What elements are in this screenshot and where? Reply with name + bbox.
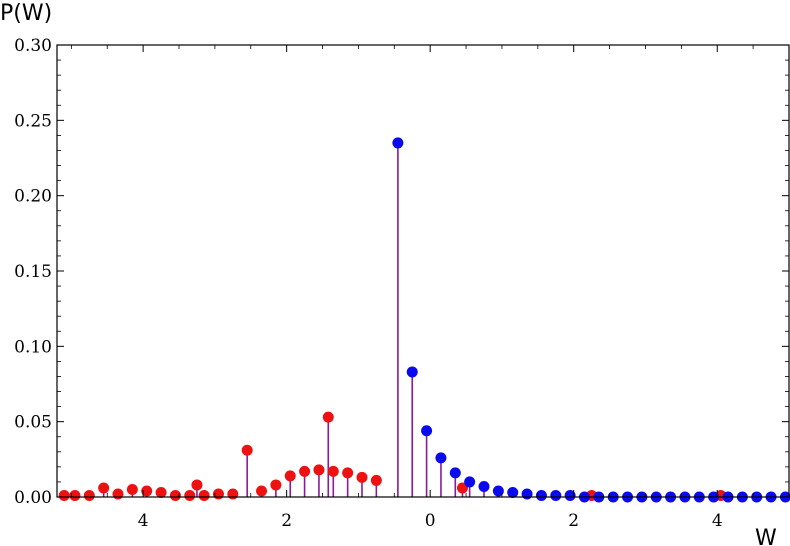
red-data-point (169, 489, 181, 501)
y-axis-ticks: 0.00 0.05 0.10 0.15 0.20 0.25 0.30 (14, 36, 789, 508)
x-axis-ticks: 4 2 0 2 4 (70, 45, 790, 531)
y-tick-label: 0.00 (14, 488, 52, 508)
data-points (58, 137, 790, 503)
y-tick-label: 0.05 (14, 413, 52, 433)
red-data-point (58, 489, 70, 501)
blue-data-point (507, 486, 519, 498)
red-data-point (69, 489, 81, 501)
y-tick-label: 0.10 (14, 337, 52, 357)
x-tick-label: 2 (281, 511, 292, 531)
red-data-point (299, 465, 311, 477)
blue-data-point (464, 476, 476, 488)
red-data-point (155, 486, 167, 498)
y-axis-title: P(W) (0, 1, 52, 26)
red-data-point (184, 489, 196, 501)
y-tick-label: 0.30 (14, 36, 52, 56)
blue-data-point (535, 489, 547, 501)
red-data-point (198, 489, 210, 501)
y-tick-label: 0.25 (14, 111, 52, 131)
red-data-point (83, 489, 95, 501)
blue-data-point (392, 137, 404, 149)
red-data-point (327, 465, 339, 477)
x-tick-label: 2 (568, 511, 579, 531)
blue-data-point (492, 485, 504, 497)
red-data-point (356, 471, 368, 483)
blue-data-point (550, 489, 562, 501)
red-data-point (322, 411, 334, 423)
red-data-point (112, 488, 124, 500)
red-data-point (284, 470, 296, 482)
red-data-point (241, 444, 253, 456)
red-data-point (370, 474, 382, 486)
blue-data-point (449, 467, 461, 479)
red-data-point (270, 479, 282, 491)
red-data-point (191, 479, 203, 491)
red-data-point (256, 485, 268, 497)
blue-data-point (421, 425, 433, 437)
blue-data-point (564, 489, 576, 501)
y-tick-label: 0.15 (14, 262, 52, 282)
blue-data-point (478, 480, 490, 492)
y-tick-label: 0.20 (14, 187, 52, 207)
blue-data-point (406, 366, 418, 378)
x-tick-label: 4 (138, 511, 149, 531)
x-tick-label: 4 (712, 511, 723, 531)
x-axis-title: W (755, 526, 777, 546)
stem-lines (102, 142, 528, 497)
blue-data-point (521, 488, 533, 500)
red-data-point (313, 464, 325, 476)
blue-data-point (435, 452, 447, 464)
x-tick-label: 0 (425, 511, 436, 531)
red-data-point (227, 488, 239, 500)
red-data-point (342, 467, 354, 479)
red-data-point (456, 482, 468, 494)
red-data-point (126, 483, 138, 495)
red-data-point (98, 482, 110, 494)
red-data-point (141, 485, 153, 497)
